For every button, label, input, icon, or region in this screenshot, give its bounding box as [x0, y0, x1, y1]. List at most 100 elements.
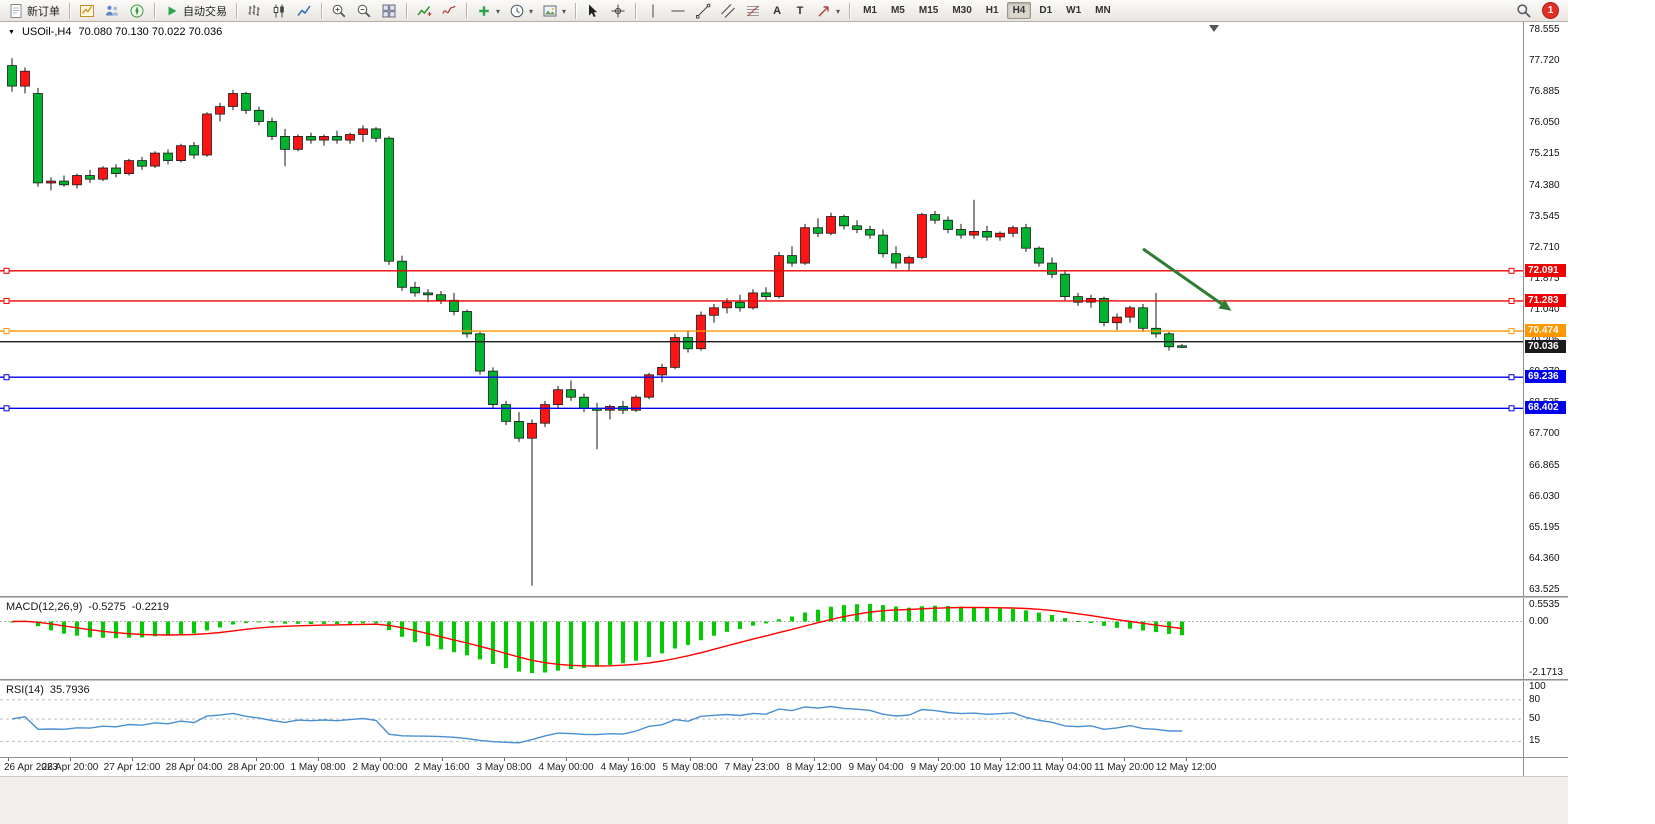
search-button[interactable]: [1512, 2, 1536, 20]
candle-body: [969, 230, 979, 236]
template-image-icon: [542, 3, 558, 19]
zoom-in-icon: [331, 3, 347, 19]
candle-body: [1177, 345, 1187, 348]
timeframe-button-m1[interactable]: M1: [863, 5, 877, 16]
line-handle[interactable]: [1508, 328, 1515, 335]
timeframe-button-mn[interactable]: MN: [1095, 5, 1111, 16]
time-axis-label: 3 May 08:00: [476, 762, 532, 773]
vertical-line-button[interactable]: [641, 2, 665, 20]
candle-body: [813, 227, 823, 234]
add-indicator-button[interactable]: [472, 2, 504, 20]
candle-body: [33, 93, 43, 184]
cursor-button[interactable]: [581, 2, 605, 20]
candle-body: [280, 136, 290, 150]
rsi-panel-canvas[interactable]: [0, 681, 1523, 757]
timeframe-button-w1[interactable]: W1: [1066, 5, 1082, 16]
bar-chart-button[interactable]: [242, 2, 266, 20]
timeframe-button-d1[interactable]: D1: [1039, 5, 1053, 16]
candlestick-chart-button[interactable]: [267, 2, 291, 20]
vertical-line-icon: [645, 3, 661, 19]
zoom-out-button[interactable]: [352, 2, 376, 20]
timeframe-button-m15[interactable]: M15: [918, 5, 939, 16]
macd-panel-canvas[interactable]: [0, 598, 1523, 679]
candle-body: [930, 214, 940, 221]
dropdown-caret-icon[interactable]: [528, 5, 533, 17]
zoom-in-button[interactable]: [327, 2, 351, 20]
time-axis-label: 2 May 16:00: [414, 762, 470, 773]
line-handle[interactable]: [3, 405, 10, 412]
line-handle[interactable]: [1508, 405, 1515, 412]
indicators-button[interactable]: [412, 2, 436, 20]
horizontal-line-71.283[interactable]: [0, 297, 1523, 304]
one-click-trading-toggle-icon[interactable]: [8, 27, 15, 38]
horizontal-line-button[interactable]: [666, 2, 690, 20]
autotrading-button[interactable]: 自动交易: [160, 2, 231, 20]
panel-splitter[interactable]: [0, 679, 1568, 681]
fibonacci-button[interactable]: [741, 2, 765, 20]
macd-indicator-label: MACD(12,26,9) -0.5275 -0.2219: [6, 601, 169, 613]
time-axis-tick: [938, 758, 939, 761]
time-axis[interactable]: 26 Apr 2023 26 Apr 20:00 27 Apr 12:00 28 Ap…: [0, 758, 1523, 776]
line-handle[interactable]: [1508, 374, 1515, 381]
dropdown-caret-icon[interactable]: [495, 5, 500, 17]
line-handle[interactable]: [3, 297, 10, 304]
candle-body: [397, 260, 407, 288]
timeframe-button-h4[interactable]: H4: [1006, 2, 1032, 19]
line-handle[interactable]: [1508, 297, 1515, 304]
time-axis-label: 9 May 04:00: [848, 762, 904, 773]
time-axis-label: 4 May 16:00: [600, 762, 656, 773]
timeframe-button-h1[interactable]: H1: [985, 5, 999, 16]
channel-button[interactable]: [716, 2, 740, 20]
new-order-button[interactable]: 新订单: [4, 2, 64, 20]
candle-body: [1125, 307, 1135, 318]
line-handle[interactable]: [3, 374, 10, 381]
horizontal-line-72.091[interactable]: [0, 267, 1523, 274]
chart-window-button[interactable]: [75, 2, 99, 20]
arrows-tool-button[interactable]: [812, 2, 844, 20]
trendline-button[interactable]: [691, 2, 715, 20]
text-tool-button[interactable]: A: [766, 2, 788, 20]
price-scale[interactable]: 78.555 77.720 76.885 76.050 75.215 74.380 73.5…: [1523, 22, 1568, 776]
line-handle[interactable]: [3, 328, 10, 335]
line-handle[interactable]: [3, 267, 10, 274]
time-axis-tick: [628, 758, 629, 761]
new-order-icon: [8, 3, 24, 19]
market-watch-button[interactable]: [100, 2, 124, 20]
candle-body: [176, 145, 186, 161]
price-axis-label: 77.720: [1529, 55, 1560, 67]
periods-button[interactable]: [505, 2, 537, 20]
macd-main-value: -0.5275: [88, 601, 126, 613]
dropdown-caret-icon[interactable]: [835, 5, 840, 17]
line-chart-button[interactable]: [292, 2, 316, 20]
timeframe-button-m30[interactable]: M30: [952, 5, 972, 16]
navigator-button[interactable]: [125, 2, 149, 20]
tile-windows-button[interactable]: [377, 2, 401, 20]
toolbar-separator: [236, 2, 237, 19]
line-handle[interactable]: [1508, 267, 1515, 274]
horizontal-line-69.236[interactable]: [0, 374, 1523, 381]
candle-body: [1008, 227, 1018, 234]
crosshair-button[interactable]: [606, 2, 630, 20]
trend-arrow-annotation[interactable]: [1142, 247, 1232, 311]
panel-splitter[interactable]: [0, 596, 1568, 598]
candle-body: [189, 145, 199, 156]
dropdown-caret-icon[interactable]: [561, 5, 566, 17]
time-axis-label: 7 May 23:00: [724, 762, 780, 773]
text-label-tool-button[interactable]: T: [789, 2, 811, 20]
main-chart-canvas[interactable]: [0, 22, 1523, 596]
time-axis-tick: [194, 758, 195, 761]
horizontal-line-70.474[interactable]: [0, 328, 1523, 335]
line-chart-icon: [296, 3, 312, 19]
templates-button[interactable]: [538, 2, 570, 20]
time-axis-label: 10 May 12:00: [969, 762, 1031, 773]
timeframe-button-m5[interactable]: M5: [890, 5, 905, 16]
toolbar-separator: [69, 2, 70, 19]
indicator-list-button[interactable]: [437, 2, 461, 20]
time-axis-label: 26 Apr 2023: [4, 762, 58, 773]
chart-shift-marker-icon[interactable]: [1209, 25, 1219, 32]
price-axis-label: 76.885: [1529, 86, 1560, 98]
candle-body: [800, 227, 810, 264]
candle-body: [228, 93, 238, 107]
horizontal-line-68.402[interactable]: [0, 405, 1523, 412]
notification-badge[interactable]: 1: [1543, 3, 1558, 18]
